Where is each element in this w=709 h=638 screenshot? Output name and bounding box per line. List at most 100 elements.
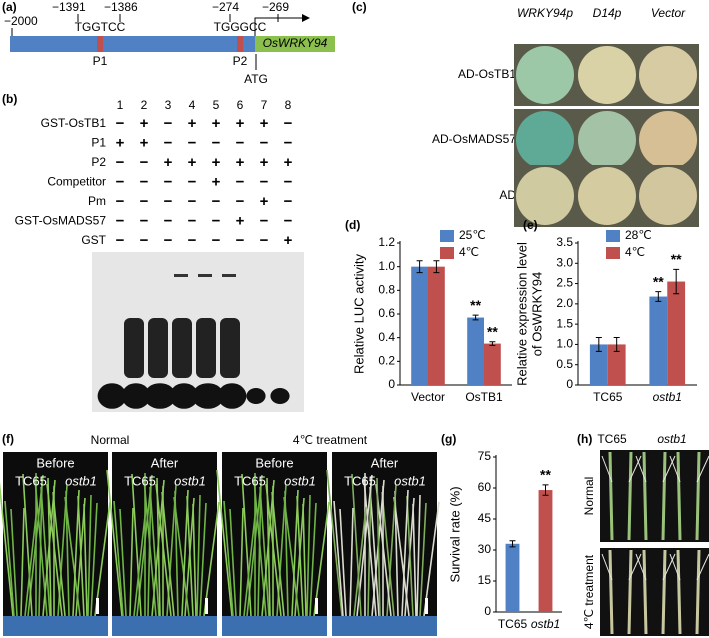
yeast-assay: WRKY94p D14p Vector AD-OsTB1 AD-OsMADS57 AD — [432, 6, 699, 227]
plant — [133, 506, 147, 617]
column-label: D14p — [593, 6, 622, 20]
plant — [203, 501, 220, 617]
plant — [253, 478, 267, 617]
panel-label: (c) — [352, 0, 367, 14]
plant — [34, 478, 48, 617]
colony — [578, 111, 636, 169]
error-bar — [416, 260, 423, 274]
row-label: Normal — [582, 477, 596, 516]
x-tick-label: TC65 — [593, 390, 623, 404]
group-label: Normal — [91, 433, 130, 447]
free-probe — [192, 383, 224, 409]
sign: + — [236, 115, 245, 132]
row-label: AD — [499, 188, 516, 202]
plant — [131, 473, 142, 617]
significance: ** — [671, 251, 682, 267]
sign: + — [236, 212, 245, 229]
stem — [676, 549, 682, 635]
sign: − — [188, 134, 197, 151]
plant — [24, 506, 38, 617]
sign: + — [236, 154, 245, 171]
plant — [0, 481, 14, 617]
leaf — [628, 455, 642, 483]
y-tick-label: 45 — [478, 511, 492, 525]
plant — [119, 508, 127, 617]
free-probe — [121, 383, 151, 409]
y-tick-label: 60 — [478, 480, 492, 494]
y-tick-label: 2.0 — [556, 296, 573, 310]
legend-label: 4℃ — [625, 245, 645, 259]
supershift-band — [174, 274, 188, 277]
sign: + — [188, 115, 197, 132]
panel-label: (g) — [441, 432, 456, 446]
significance: ** — [487, 324, 498, 340]
sign: + — [284, 232, 293, 249]
leaf — [669, 553, 681, 581]
plant — [306, 494, 311, 617]
sign: − — [116, 173, 125, 190]
plant — [65, 490, 70, 617]
gel-bands — [97, 274, 290, 409]
stage-label: After — [151, 455, 179, 470]
plant — [229, 508, 237, 617]
plant — [143, 478, 157, 617]
sign: − — [116, 212, 125, 229]
plant — [376, 477, 381, 617]
scale-bar — [315, 598, 318, 614]
plant — [265, 483, 282, 617]
sign: − — [260, 134, 269, 151]
sign: − — [164, 173, 173, 190]
y-tick-label: 2.5 — [556, 276, 573, 290]
y-tick-label: 0 — [566, 377, 573, 391]
plant — [313, 501, 330, 617]
row-label: P1 — [91, 136, 106, 150]
plant — [333, 500, 344, 617]
supershift-band — [222, 274, 236, 277]
plant — [223, 500, 234, 617]
x-tick-label: Vector — [411, 390, 445, 404]
y-axis-label: Relative expression level — [514, 242, 529, 386]
bar — [428, 266, 445, 385]
position-label: −1386 — [104, 0, 138, 14]
sign: − — [164, 193, 173, 210]
sign: + — [164, 154, 173, 171]
y-tick-label: 15 — [478, 573, 492, 587]
sign: − — [188, 232, 197, 249]
sign: + — [140, 115, 149, 132]
shift-band — [220, 318, 240, 378]
sign: − — [116, 232, 125, 249]
leaf — [601, 455, 613, 483]
plant — [291, 489, 299, 617]
plant — [181, 489, 189, 617]
y-tick-label: 0.8 — [378, 283, 395, 297]
sign: − — [284, 134, 293, 151]
error-bar — [655, 291, 662, 302]
sign: − — [164, 115, 173, 132]
site — [237, 36, 243, 52]
sequence: TGGTCC — [75, 20, 126, 34]
legend-swatch — [440, 247, 454, 259]
column-label: Vector — [651, 6, 686, 20]
plant — [46, 483, 63, 617]
plant — [216, 469, 233, 617]
sign: + — [212, 154, 221, 171]
plant — [186, 495, 194, 617]
position-label: −274 — [212, 0, 239, 14]
plant — [196, 494, 201, 617]
sign: − — [188, 212, 197, 229]
sequence: TGGGCC — [214, 20, 267, 34]
column-label: WRKY94p — [517, 6, 573, 20]
photo — [600, 548, 709, 636]
bar — [649, 296, 668, 385]
free-probe — [270, 388, 290, 404]
plant — [90, 502, 98, 617]
plant — [412, 503, 417, 617]
lane-number: 4 — [189, 98, 196, 112]
genotype-label: TC65 — [15, 473, 47, 488]
genotype-label: TC65 — [124, 473, 156, 488]
plant — [174, 490, 179, 617]
y-tick-label: 3.0 — [556, 255, 573, 269]
panel-label: (e) — [523, 218, 538, 232]
lane-number: 7 — [261, 98, 268, 112]
x-tick-label: OsTB1 — [465, 390, 503, 404]
